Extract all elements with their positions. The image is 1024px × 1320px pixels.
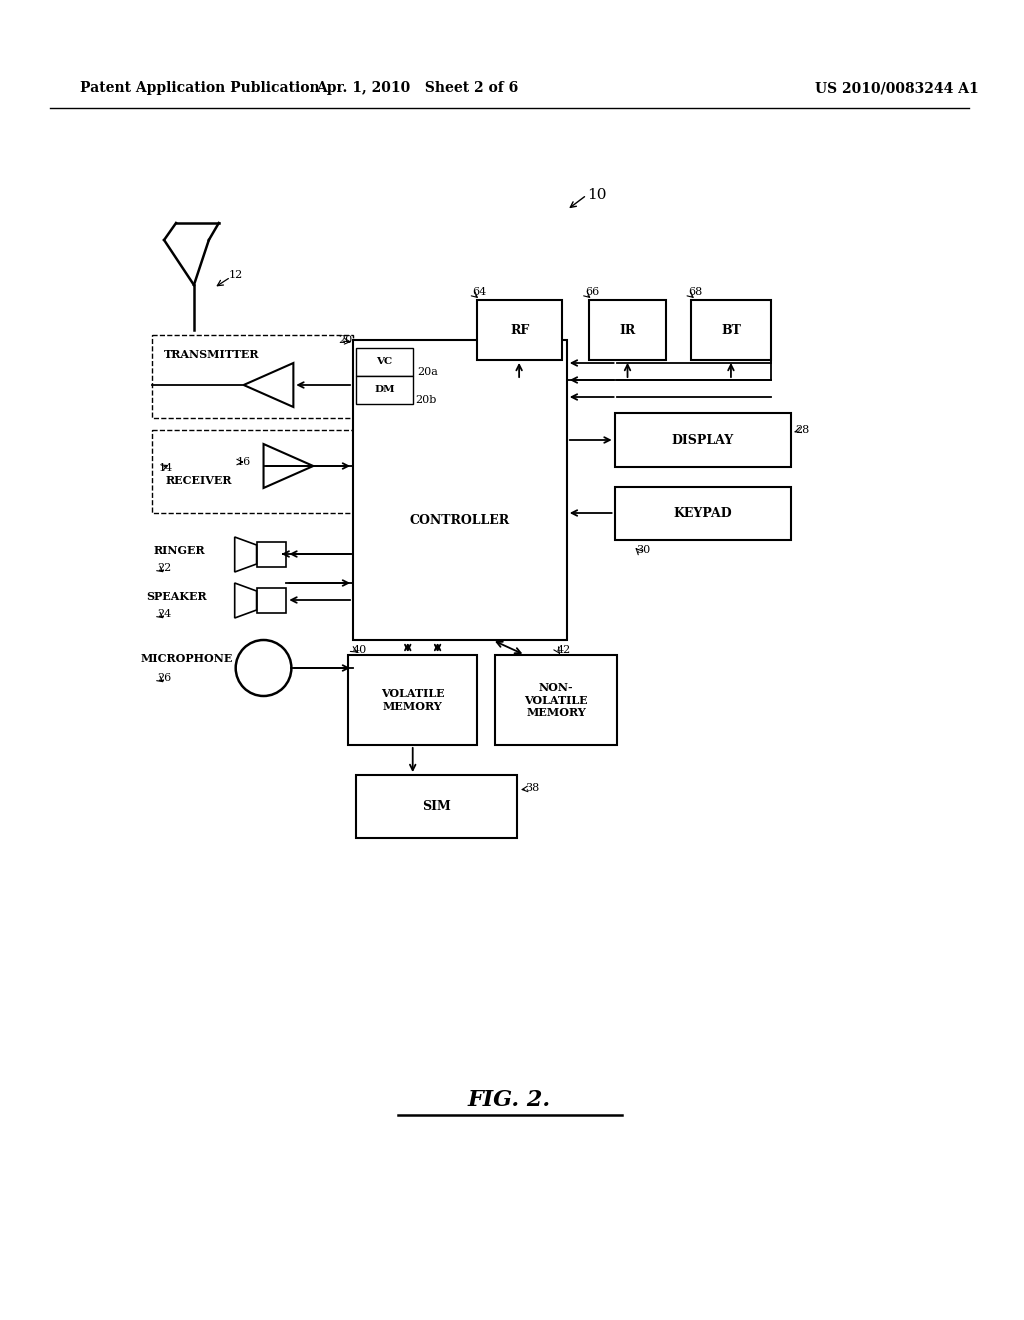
Text: VC: VC <box>376 358 392 367</box>
Bar <box>348 655 477 744</box>
Text: RECEIVER: RECEIVER <box>166 474 232 486</box>
Bar <box>356 348 413 376</box>
Bar <box>589 300 667 360</box>
Text: Apr. 1, 2010   Sheet 2 of 6: Apr. 1, 2010 Sheet 2 of 6 <box>316 81 519 95</box>
Bar <box>153 430 353 513</box>
Text: DISPLAY: DISPLAY <box>672 433 734 446</box>
Text: 28: 28 <box>796 425 810 436</box>
Text: RF: RF <box>510 323 529 337</box>
Text: KEYPAD: KEYPAD <box>674 507 732 520</box>
Text: RINGER: RINGER <box>154 544 205 556</box>
Bar <box>356 775 517 838</box>
Text: 20a: 20a <box>418 367 438 378</box>
Text: MICROPHONE: MICROPHONE <box>140 652 233 664</box>
Bar <box>257 543 287 568</box>
Text: 64: 64 <box>472 286 486 297</box>
Text: 22: 22 <box>157 564 171 573</box>
Text: 66: 66 <box>585 286 599 297</box>
Text: Patent Application Publication: Patent Application Publication <box>80 81 319 95</box>
Bar <box>691 300 771 360</box>
Text: 68: 68 <box>688 286 702 297</box>
Text: SPEAKER: SPEAKER <box>146 591 207 602</box>
Text: BT: BT <box>721 323 741 337</box>
Text: CONTROLLER: CONTROLLER <box>410 513 510 527</box>
Bar <box>614 487 791 540</box>
Text: SIM: SIM <box>422 800 451 813</box>
Text: 20b: 20b <box>416 395 437 405</box>
Text: IR: IR <box>620 323 636 337</box>
Text: 38: 38 <box>525 783 540 793</box>
Text: FIG. 2.: FIG. 2. <box>468 1089 551 1111</box>
Text: DM: DM <box>374 385 394 395</box>
Text: 40: 40 <box>353 645 368 655</box>
Text: 42: 42 <box>557 645 571 655</box>
Text: TRANSMITTER: TRANSMITTER <box>164 350 259 360</box>
Text: 24: 24 <box>157 609 171 619</box>
Bar <box>257 587 287 612</box>
Bar <box>614 413 791 467</box>
Text: NON-
VOLATILE
MEMORY: NON- VOLATILE MEMORY <box>524 681 588 718</box>
Text: 14: 14 <box>159 463 173 473</box>
Text: 26: 26 <box>157 673 171 682</box>
Bar <box>353 341 567 640</box>
Text: 10: 10 <box>587 187 606 202</box>
Text: 16: 16 <box>237 457 251 467</box>
Bar <box>356 376 413 404</box>
Bar <box>477 300 562 360</box>
Bar <box>496 655 616 744</box>
Text: 20: 20 <box>338 335 352 345</box>
Text: 30: 30 <box>637 545 650 554</box>
Text: VOLATILE
MEMORY: VOLATILE MEMORY <box>381 688 444 711</box>
Bar <box>153 335 353 418</box>
Text: US 2010/0083244 A1: US 2010/0083244 A1 <box>815 81 979 95</box>
Text: 12: 12 <box>228 271 243 280</box>
